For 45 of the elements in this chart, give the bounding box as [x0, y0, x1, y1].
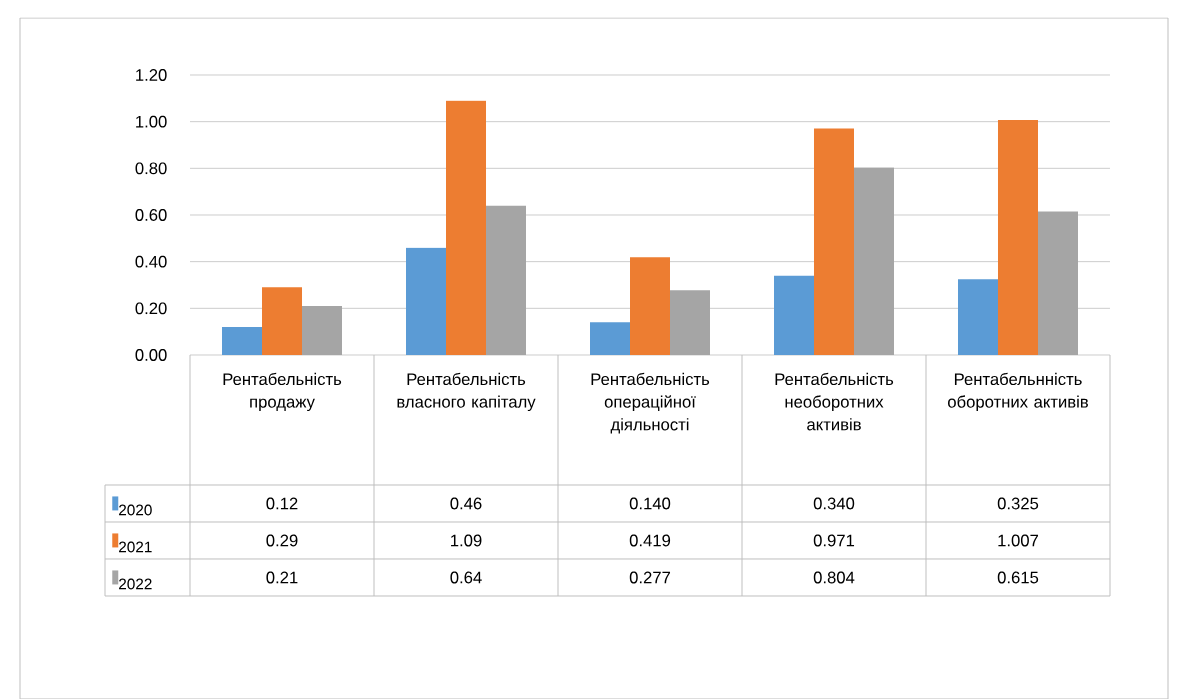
data-label: 1.007 — [998, 534, 1039, 547]
bar — [590, 322, 630, 355]
data-label: 0.12 — [266, 497, 298, 510]
data-label: 0.615 — [997, 571, 1039, 584]
bar — [486, 205, 526, 355]
x-tick-label: Рентабельнність оборотних активів — [948, 372, 1088, 412]
data-label: 1.09 — [451, 534, 482, 547]
data-label: 0.29 — [266, 534, 298, 547]
bar — [1038, 211, 1078, 355]
x-tick-label: Рентабельність власного капіталу — [397, 372, 536, 412]
data-label: 0.140 — [629, 497, 671, 510]
y-tick-label: 0.80 — [135, 162, 167, 175]
bar — [958, 279, 998, 355]
legend-label: 2020 — [119, 504, 152, 516]
bar — [814, 128, 854, 355]
data-label: 0.804 — [813, 571, 855, 584]
bar — [262, 287, 303, 355]
x-tick-label: Рентабельність операційної діяльності — [591, 372, 710, 434]
y-tick-label: 0.00 — [135, 349, 167, 361]
y-tick-label: 1.20 — [136, 69, 167, 81]
bar — [630, 257, 670, 355]
bar — [998, 120, 1038, 355]
bar — [222, 326, 263, 355]
y-tick-label: 0.60 — [135, 209, 167, 221]
bar — [302, 305, 343, 355]
x-tick-label: Рентабельність необоротних активів — [775, 372, 894, 431]
legend-label: 2021 — [119, 541, 152, 553]
bar — [446, 100, 486, 355]
data-label: 0.46 — [450, 497, 482, 510]
x-tick-label: Рентабельність продажу — [223, 372, 342, 412]
data-label: 0.277 — [629, 571, 671, 584]
y-tick-label: 0.40 — [135, 255, 167, 268]
data-label: 0.340 — [813, 497, 855, 510]
y-tick-label: 0.20 — [135, 302, 167, 315]
bar — [670, 290, 710, 355]
data-label: 0.21 — [266, 571, 298, 584]
data-label: 0.971 — [813, 534, 855, 547]
data-label: 0.325 — [997, 497, 1039, 510]
legend-label: 2022 — [119, 578, 152, 590]
y-tick-label: 1.00 — [136, 115, 167, 128]
data-label: 0.419 — [629, 534, 671, 547]
bar — [854, 167, 894, 355]
bar — [774, 275, 814, 355]
data-label: 0.64 — [450, 571, 482, 584]
bar — [406, 247, 447, 355]
